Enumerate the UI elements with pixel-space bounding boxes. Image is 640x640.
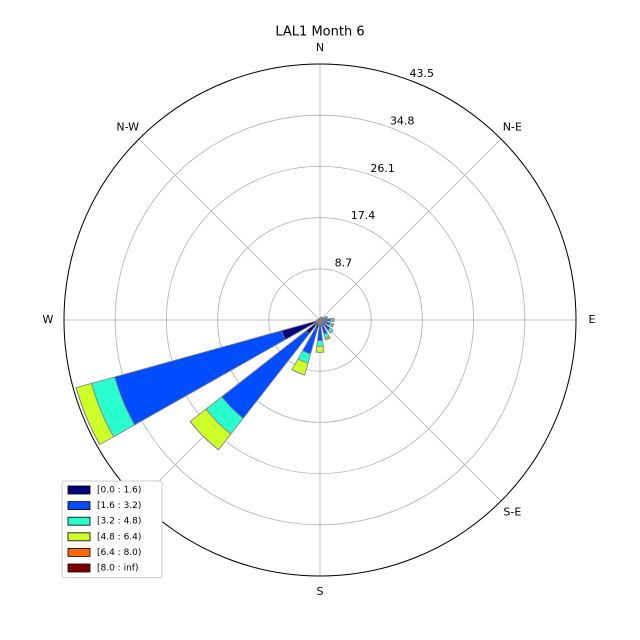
radial-grid-line bbox=[319, 319, 502, 502]
bar-segment bbox=[316, 339, 324, 347]
grid-circle bbox=[217, 217, 423, 423]
radial-grid-line bbox=[138, 138, 321, 321]
bar-segment bbox=[324, 318, 331, 322]
legend-label: [6.4 : 8.0) bbox=[97, 548, 141, 558]
direction-label: E bbox=[589, 313, 596, 326]
legend-swatch bbox=[67, 485, 91, 495]
bar-segment bbox=[329, 329, 334, 334]
direction-label: N bbox=[316, 41, 324, 54]
direction-label: S-E bbox=[503, 505, 521, 518]
chart-title: LAL1 Month 6 bbox=[275, 25, 364, 40]
r-tick-label: 34.8 bbox=[390, 115, 415, 128]
direction-label: N-W bbox=[116, 121, 139, 134]
bar-segment bbox=[331, 323, 334, 328]
direction-label: W bbox=[43, 313, 54, 326]
r-tick-label: 43.5 bbox=[410, 67, 435, 80]
grid-circle bbox=[268, 268, 372, 372]
legend-label: [1.6 : 3.2) bbox=[97, 501, 141, 511]
legend-label: [0.0 : 1.6) bbox=[97, 486, 141, 496]
legend-label: [3.2 : 4.8) bbox=[97, 517, 141, 527]
bar-segment bbox=[189, 421, 219, 451]
r-tick-label: 26.1 bbox=[370, 162, 395, 175]
legend-label: [8.0 : inf) bbox=[97, 564, 138, 574]
direction-label: N-E bbox=[503, 121, 522, 134]
r-tick-label: 17.4 bbox=[351, 209, 376, 222]
legend-swatch bbox=[67, 563, 91, 573]
bar-segment bbox=[321, 316, 324, 319]
legend-swatch bbox=[67, 516, 91, 526]
direction-label: S bbox=[317, 585, 324, 598]
bar-segment bbox=[315, 345, 325, 353]
grid-circle bbox=[114, 114, 526, 526]
legend-swatch bbox=[67, 532, 91, 542]
bar-segment bbox=[75, 387, 101, 445]
grid-circle bbox=[165, 165, 475, 475]
bar-segment bbox=[326, 316, 328, 319]
legend-swatch bbox=[67, 548, 91, 557]
outer-circle bbox=[63, 63, 577, 577]
radial-grid-line bbox=[319, 138, 502, 321]
legend-swatch bbox=[67, 501, 91, 511]
r-tick-label: 8.7 bbox=[335, 256, 353, 269]
legend-label: [4.8 : 6.4) bbox=[97, 532, 141, 542]
